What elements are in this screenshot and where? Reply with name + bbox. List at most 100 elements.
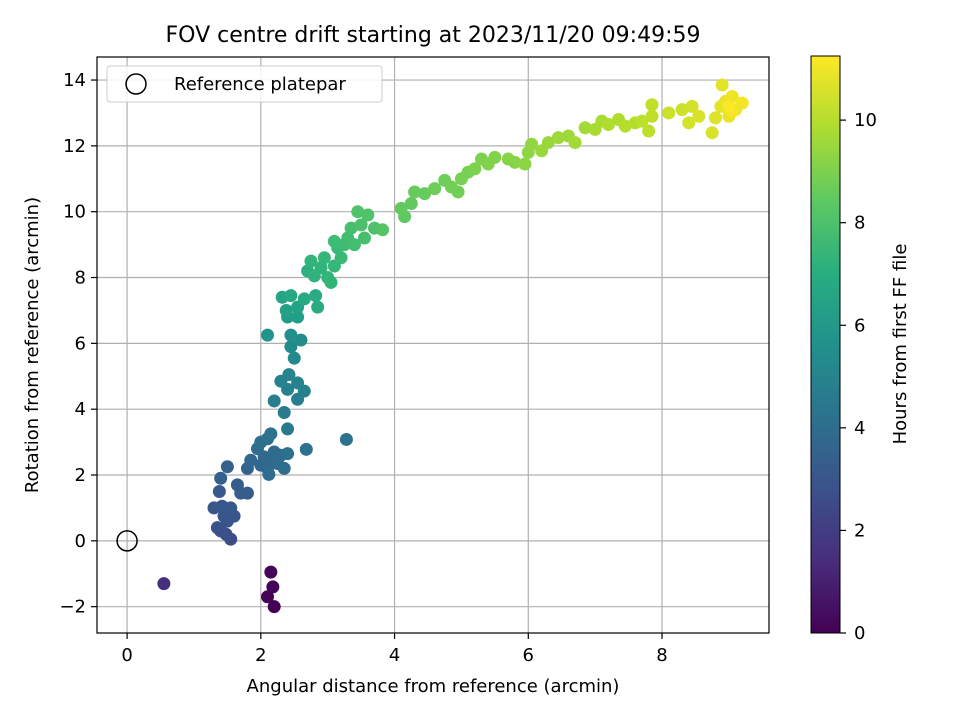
colorbar-label: Hours from first FF file [890,244,911,445]
data-point [709,111,723,125]
data-point [244,453,258,467]
data-point [645,109,659,123]
data-point [220,460,234,474]
data-point [261,328,275,342]
data-point [347,238,361,252]
colorbar-tick-label: 10 [854,110,877,131]
x-tick-label: 2 [255,645,266,666]
data-point [645,98,659,112]
x-axis-label: Angular distance from reference (arcmin) [247,676,620,697]
data-point [354,218,368,232]
data-point [291,310,305,324]
data-point [404,196,418,210]
data-point [314,261,328,275]
x-tick-label: 6 [523,645,534,666]
data-point [224,501,238,515]
data-point [284,340,298,354]
data-point [210,521,224,535]
data-point [344,221,358,235]
data-point [541,136,555,150]
data-point [277,405,291,419]
data-point [240,486,254,500]
data-point [266,580,280,594]
data-point [468,162,482,176]
data-point [376,223,390,237]
data-point [735,96,749,110]
data-point [327,234,341,248]
data-point [635,114,649,128]
data-point [351,205,365,219]
data-point [408,185,422,199]
data-point [157,577,171,591]
y-tick-label: 14 [63,70,86,91]
data-point [212,484,226,498]
data-point [284,328,298,342]
reference-marker-group [116,530,138,552]
data-point [281,422,295,436]
y-tick-label: 4 [75,399,86,420]
y-tick-label: 6 [75,333,86,354]
data-point [488,150,502,164]
data-point [334,251,348,265]
data-point [685,99,699,113]
data-point [324,275,338,289]
colorbar-tick-label: 6 [854,315,865,336]
y-tick-label: 10 [63,202,86,223]
data-point [271,456,285,470]
data-point [309,289,323,303]
data-point [715,78,729,92]
colorbar-ticks: 0 2 4 6 8 10 [840,110,877,644]
y-tick-label: 0 [75,531,86,552]
data-point [299,442,313,456]
scatter-points [157,78,749,614]
colorbar: 0 2 4 6 8 10 Hours from first FF file [810,55,911,644]
y-tick-label: 2 [75,465,86,486]
data-point [428,182,442,196]
data-point [267,600,281,614]
data-point [692,109,706,123]
data-point [675,103,689,117]
data-point [230,478,244,492]
data-point [267,394,281,408]
data-point [361,208,375,222]
data-point [214,471,228,485]
x-axis-ticks: 0 2 4 6 8 [121,633,668,666]
data-point [297,292,311,306]
reference-marker [116,530,138,552]
data-point [261,432,275,446]
legend-entry-reference: Reference platepar [174,74,346,95]
data-point [705,126,719,140]
y-tick-label: 8 [75,268,86,289]
y-tick-label: 12 [63,136,86,157]
data-point [602,117,616,131]
data-point [261,590,275,604]
data-point [281,447,295,461]
data-point [291,376,305,390]
data-point [722,99,736,113]
data-point [294,333,308,347]
plot-frame [96,56,770,634]
data-point [662,106,676,120]
data-point [508,155,522,169]
data-point [264,565,278,579]
legend: Reference platepar [106,65,383,103]
colorbar-tick-label: 0 [854,623,865,644]
colorbar-tick-label: 8 [854,213,865,234]
data-point [357,231,371,245]
data-point [518,157,532,171]
data-point [568,136,582,150]
legend-box [106,65,383,103]
chart-title: FOV centre drift starting at 2023/11/20 … [166,23,701,48]
data-point [279,303,293,317]
grid-lines [97,57,769,633]
colorbar-gradient [810,55,841,634]
y-axis-label: Rotation from reference (arcmin) [22,197,43,493]
data-point [287,351,301,365]
data-point [339,432,353,446]
data-point [262,467,276,481]
data-point [451,185,465,199]
data-point [642,124,656,138]
data-point [317,251,331,265]
data-point [394,201,408,215]
